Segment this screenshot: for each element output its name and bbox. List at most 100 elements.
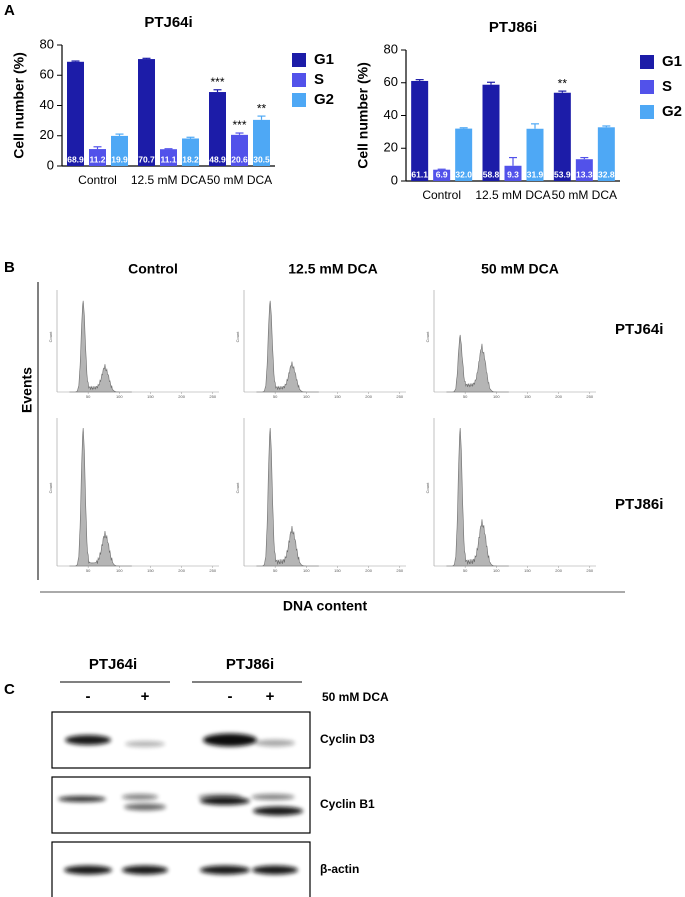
bar	[526, 128, 544, 181]
x-tick-label: Control	[78, 173, 117, 187]
hist-x-tick-label: 100	[303, 568, 310, 573]
hist-x-tick-label: 250	[209, 568, 216, 573]
legend-label: G2	[662, 103, 682, 120]
error-bar	[93, 146, 102, 150]
hist-x-tick-label: 200	[365, 394, 372, 399]
histogram	[256, 428, 319, 567]
hist-y-label: Count	[425, 482, 430, 494]
significance: **	[257, 101, 267, 115]
column-header: Control	[128, 261, 178, 277]
value-label: 48.9	[209, 154, 226, 164]
hist-x-tick-label: 50	[273, 394, 278, 399]
error-bar	[115, 133, 124, 136]
hist-x-tick-label: 150	[334, 394, 341, 399]
y-axis-label: Events	[19, 367, 35, 413]
hist-x-tick-label: 150	[147, 394, 154, 399]
hist-x-tick-label: 100	[493, 568, 500, 573]
lane-label: +	[266, 688, 275, 705]
hist-y-label: Count	[235, 331, 240, 343]
value-label: 31.9	[527, 169, 544, 179]
y-axis-label: Cell number (%)	[11, 52, 27, 159]
value-label: 11.1	[160, 154, 176, 164]
blot-band	[251, 794, 295, 800]
hist-x-tick-label: 50	[86, 568, 91, 573]
value-label: 11.2	[89, 154, 105, 164]
lane-label: -	[228, 688, 233, 705]
blot-band	[200, 865, 250, 875]
significance: ***	[210, 75, 224, 89]
hist-x-tick-label: 50	[463, 568, 468, 573]
bar	[433, 169, 451, 181]
row-label: PTJ64i	[615, 321, 663, 338]
error-bar	[186, 136, 195, 139]
bar	[504, 165, 522, 181]
bar	[575, 159, 593, 181]
hist-x-tick-label: 150	[147, 568, 154, 573]
legend-swatch	[292, 73, 306, 87]
column-header: 50 mM DCA	[481, 261, 559, 277]
panel-label: A	[4, 2, 15, 19]
hist-x-tick-label: 150	[524, 568, 531, 573]
y-tick-label: 80	[384, 41, 398, 56]
y-tick-label: 0	[391, 172, 398, 187]
treatment-label: 50 mM DCA	[322, 690, 389, 704]
legend-swatch	[292, 53, 306, 67]
y-tick-label: 60	[40, 67, 54, 82]
hist-x-tick-label: 250	[586, 568, 593, 573]
value-label: 61.1	[411, 169, 428, 179]
protein-label: Cyclin B1	[320, 797, 375, 811]
bar	[455, 128, 473, 181]
panel-label: C	[4, 681, 15, 698]
blot-frame	[51, 776, 311, 834]
histogram	[69, 300, 132, 393]
protein-label: Cyclin D3	[320, 732, 375, 746]
bar	[411, 80, 429, 181]
blot-band	[253, 806, 303, 816]
error-bar	[235, 132, 244, 135]
hist-x-tick-label: 200	[178, 568, 185, 573]
bar	[253, 119, 270, 166]
bar	[160, 149, 177, 166]
error-bar	[257, 115, 266, 120]
chart-title: PTJ86i	[489, 19, 537, 36]
significance: ***	[232, 118, 246, 132]
error-bar	[531, 123, 539, 129]
hist-x-tick-label: 250	[396, 568, 403, 573]
error-bar	[602, 125, 611, 128]
lane-label: +	[141, 688, 150, 705]
value-label: 30.5	[253, 154, 270, 164]
value-label: 6.9	[436, 169, 448, 179]
bar	[89, 149, 106, 166]
hist-x-tick-label: 250	[209, 394, 216, 399]
legend-label: G1	[662, 53, 682, 70]
value-label: 32.0	[455, 169, 472, 179]
error-bar	[509, 156, 517, 166]
value-label: 53.9	[554, 169, 571, 179]
bar	[482, 84, 500, 181]
blot-band	[58, 796, 106, 802]
y-tick-label: 0	[47, 157, 54, 172]
error-bar	[459, 127, 468, 129]
value-label: 18.2	[182, 154, 199, 164]
bar	[209, 92, 226, 166]
bar	[67, 61, 84, 166]
value-label: 9.3	[507, 169, 519, 179]
y-axis-label: Cell number (%)	[355, 62, 371, 169]
hist-x-tick-label: 150	[524, 394, 531, 399]
hist-x-tick-label: 100	[116, 568, 123, 573]
bar	[597, 127, 615, 181]
error-bar	[71, 60, 80, 62]
hist-x-tick-label: 200	[555, 568, 562, 573]
panel-label: B	[4, 259, 15, 276]
blot-band	[65, 735, 111, 745]
hist-x-tick-label: 100	[303, 394, 310, 399]
hist-y-label: Count	[425, 331, 430, 343]
hist-x-tick-label: 200	[555, 394, 562, 399]
legend-label: S	[314, 71, 324, 88]
value-label: 13.3	[576, 169, 593, 179]
hist-y-label: Count	[48, 331, 53, 343]
value-label: 32.8	[598, 169, 615, 179]
error-bar	[487, 81, 495, 85]
blot-band	[121, 794, 159, 800]
